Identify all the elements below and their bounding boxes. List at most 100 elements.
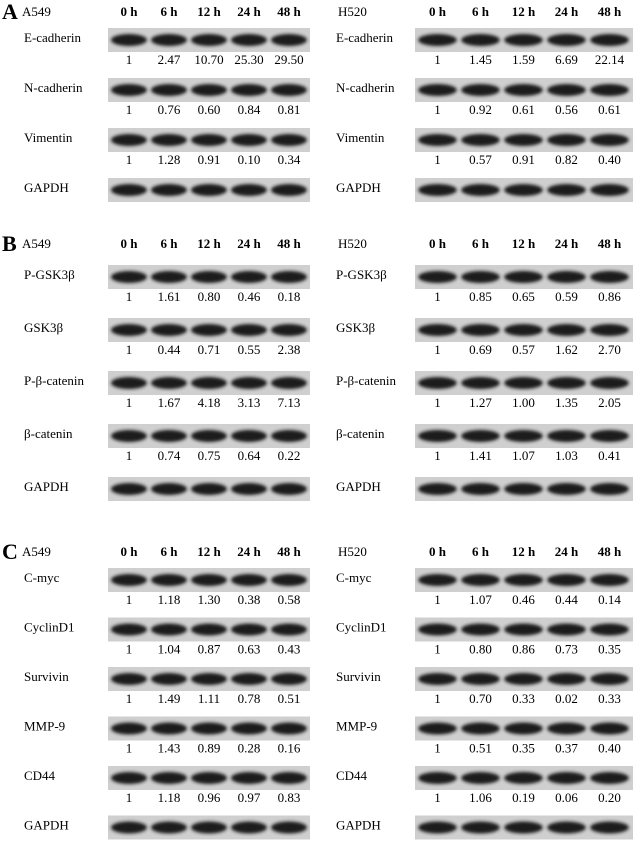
blot-name: β-catenin: [24, 426, 73, 441]
band: [461, 623, 500, 636]
band: [231, 722, 267, 735]
band: [231, 84, 267, 96]
quant-value: 0.89: [198, 740, 221, 755]
quant-value: 1: [434, 448, 441, 463]
quant-value: 0.40: [598, 152, 621, 167]
bands: [418, 821, 629, 834]
band: [231, 271, 267, 283]
band: [231, 430, 267, 442]
time-label: 12 h: [197, 236, 221, 251]
cell-line: A549: [22, 236, 51, 251]
band: [547, 84, 586, 96]
blot-name: β-catenin: [336, 426, 385, 441]
quant-value: 0.06: [555, 790, 578, 805]
quant-value: 0.74: [158, 448, 181, 463]
quant-value: 0.38: [238, 592, 261, 607]
bands: [418, 377, 629, 389]
band: [231, 377, 267, 389]
time-label: 6 h: [161, 4, 179, 19]
quant-value: 0.51: [278, 691, 301, 706]
quant-value: 1: [126, 641, 133, 656]
band: [231, 134, 267, 146]
quant-value: 1: [126, 448, 133, 463]
blot-name: CD44: [24, 768, 56, 783]
band: [590, 430, 629, 442]
quant-value: 0.86: [598, 289, 621, 304]
time-label: 0 h: [429, 544, 447, 559]
band: [418, 673, 457, 685]
band: [111, 722, 147, 735]
quant-value: 0.18: [278, 289, 301, 304]
band: [461, 34, 500, 46]
quant-value: 1.28: [158, 152, 181, 167]
blot-name: Survivin: [336, 669, 381, 684]
bands: [418, 673, 629, 685]
blot-name: MMP-9: [336, 718, 377, 733]
band: [191, 673, 227, 685]
band: [191, 430, 227, 442]
quant-value: 0.22: [278, 448, 301, 463]
quant-value: 1.67: [158, 395, 181, 410]
quant-value: 1: [126, 152, 133, 167]
band: [418, 623, 457, 636]
quant-value: 0.56: [555, 102, 578, 117]
time-label: 6 h: [161, 236, 179, 251]
band: [151, 271, 187, 283]
quant-value: 1.35: [555, 395, 578, 410]
band: [547, 377, 586, 389]
band: [151, 483, 187, 495]
band: [418, 821, 457, 834]
time-label: 12 h: [512, 236, 536, 251]
quant-value: 1.07: [469, 592, 492, 607]
band: [151, 623, 187, 636]
quant-value: 1: [126, 740, 133, 755]
band: [151, 84, 187, 96]
band: [271, 377, 307, 389]
time-label: 6 h: [472, 4, 490, 19]
quant-value: 0.35: [598, 641, 621, 656]
time-label: 12 h: [197, 4, 221, 19]
quant-value: 2.05: [598, 395, 621, 410]
bands: [111, 430, 307, 442]
band: [151, 430, 187, 442]
quant-value: 1: [434, 52, 441, 67]
band: [111, 184, 147, 196]
band: [547, 821, 586, 834]
band: [111, 430, 147, 442]
band: [547, 623, 586, 636]
bands: [418, 324, 629, 336]
panel-letter: C: [2, 539, 18, 564]
bands: [111, 34, 307, 46]
band: [504, 184, 543, 196]
band: [504, 772, 543, 784]
quant-value: 1: [126, 342, 133, 357]
time-label: 24 h: [555, 4, 579, 19]
quant-value: 0.59: [555, 289, 578, 304]
blot-name: N-cadherin: [336, 80, 395, 95]
quant-value: 0.63: [238, 641, 261, 656]
band: [271, 271, 307, 283]
bands: [111, 324, 307, 336]
band: [231, 821, 267, 834]
band: [111, 271, 147, 283]
quant-value: 1.45: [469, 52, 492, 67]
band: [590, 271, 629, 283]
quant-value: 1: [126, 102, 133, 117]
quant-value: 1: [126, 691, 133, 706]
quant-value: 0.91: [198, 152, 221, 167]
time-label: 48 h: [598, 544, 622, 559]
band: [191, 34, 227, 46]
quant-value: 0.41: [598, 448, 621, 463]
quant-value: 0.87: [198, 641, 221, 656]
panel-letter: A: [2, 0, 18, 24]
quant-value: 0.75: [198, 448, 221, 463]
blot-name: CyclinD1: [24, 619, 75, 634]
band: [547, 673, 586, 685]
cell-line: H520: [338, 4, 367, 19]
band: [461, 134, 500, 146]
quant-value: 0.92: [469, 102, 492, 117]
band: [547, 271, 586, 283]
band: [151, 574, 187, 586]
blot-name: MMP-9: [24, 718, 65, 733]
quant-value: 0.73: [555, 641, 578, 656]
